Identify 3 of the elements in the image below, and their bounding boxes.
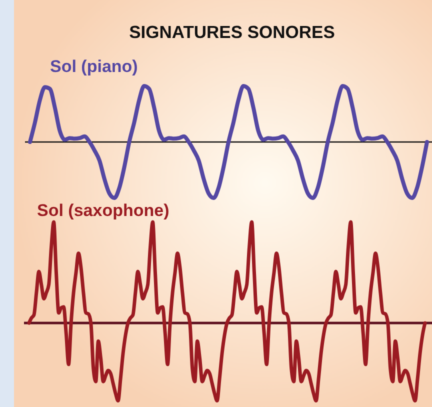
- chart-title: SIGNATURES SONORES: [129, 22, 335, 42]
- series-label: Sol (piano): [50, 57, 138, 76]
- series-label: Sol (saxophone): [37, 201, 170, 220]
